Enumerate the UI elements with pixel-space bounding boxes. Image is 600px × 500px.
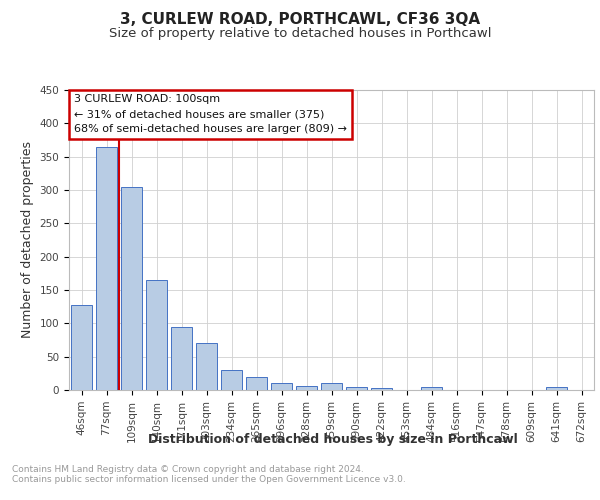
Bar [96, 146, 117, 390]
Bar [196, 344, 217, 390]
Bar [421, 388, 442, 390]
Bar [371, 388, 392, 390]
Text: Distribution of detached houses by size in Porthcawl: Distribution of detached houses by size … [148, 432, 518, 446]
Bar [71, 304, 92, 390]
Text: Size of property relative to detached houses in Porthcawl: Size of property relative to detached ho… [109, 28, 491, 40]
Bar [121, 186, 142, 390]
Bar [321, 384, 342, 390]
Bar [296, 386, 317, 390]
Text: 3, CURLEW ROAD, PORTHCAWL, CF36 3QA: 3, CURLEW ROAD, PORTHCAWL, CF36 3QA [120, 12, 480, 28]
Bar [146, 280, 167, 390]
Y-axis label: Number of detached properties: Number of detached properties [21, 142, 34, 338]
Bar [546, 388, 567, 390]
Text: 3 CURLEW ROAD: 100sqm
← 31% of detached houses are smaller (375)
68% of semi-det: 3 CURLEW ROAD: 100sqm ← 31% of detached … [74, 94, 347, 134]
Bar [171, 326, 192, 390]
Bar [346, 388, 367, 390]
Bar [246, 376, 267, 390]
Bar [221, 370, 242, 390]
Bar [271, 382, 292, 390]
Text: Contains HM Land Registry data © Crown copyright and database right 2024.
Contai: Contains HM Land Registry data © Crown c… [12, 465, 406, 484]
